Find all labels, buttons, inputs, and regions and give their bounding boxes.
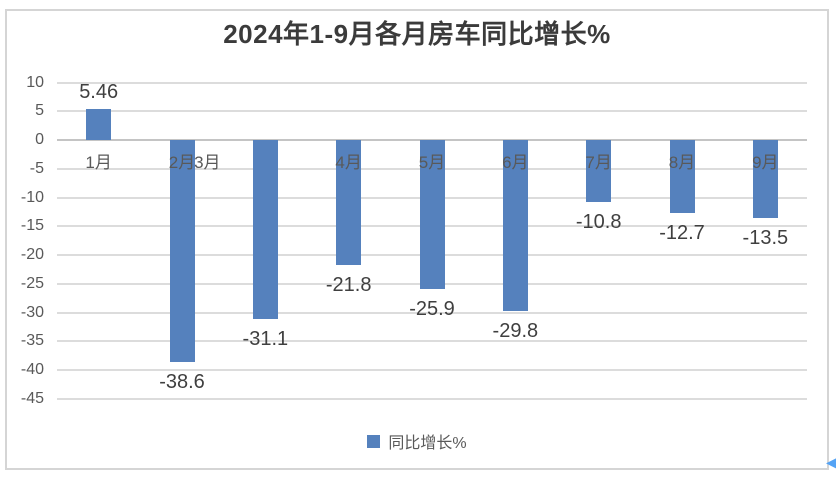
bar-data-label: -12.7 [659, 222, 705, 245]
bar [586, 140, 612, 203]
bar-data-label: -10.8 [575, 211, 622, 234]
y-axis-tick-label: -20 [20, 246, 44, 263]
gridline [57, 369, 807, 371]
x-axis-category-label: 4月 [335, 153, 362, 172]
legend-marker-icon [367, 434, 381, 448]
y-axis-tick-label: -45 [20, 389, 44, 407]
x-axis-category-label: 9月 [752, 153, 779, 172]
y-axis-tick-label: -40 [20, 361, 44, 378]
bar [336, 140, 362, 266]
y-axis-tick-label: 5 [35, 102, 44, 120]
bar [752, 140, 778, 218]
y-axis-tick-label: -15 [20, 217, 44, 235]
y-axis-tick-label: -25 [20, 274, 44, 292]
chart-frame [5, 9, 829, 470]
x-axis-category-label: 7月 [585, 153, 612, 172]
bar [169, 140, 195, 362]
gridline [57, 110, 807, 113]
bar [669, 140, 695, 214]
x-axis-category-label: 1月 [85, 153, 112, 172]
bar-data-label: -31.1 [242, 327, 289, 350]
x-axis-category-label: 5月 [418, 153, 446, 172]
bar-data-label: -25.9 [409, 297, 455, 320]
y-axis-tick-label: -35 [20, 332, 44, 350]
x-axis-category-label: 2月 [168, 153, 196, 172]
chart-title: 2024年1-9月各月房车同比增长% [223, 19, 611, 49]
gridline [57, 340, 807, 343]
y-axis-tick-label: -5 [29, 159, 44, 177]
x-axis-category-label: 3月 [194, 153, 221, 172]
x-axis-category-label: 6月 [502, 153, 529, 172]
bar-data-label: 5.46 [79, 80, 119, 103]
bar [86, 108, 112, 140]
bar-data-label: -21.8 [325, 274, 372, 297]
bar-data-label: -13.5 [742, 226, 789, 249]
y-axis-tick-label: 10 [26, 73, 44, 91]
bar [502, 140, 528, 312]
y-axis-tick-label: -30 [20, 303, 44, 321]
legend: 同比增长% [5, 431, 829, 452]
gridline [57, 397, 807, 400]
bar [252, 140, 278, 319]
y-axis-tick-label: 0 [35, 131, 44, 148]
bar-data-label: -29.8 [492, 320, 539, 343]
x-axis-category-label: 8月 [668, 153, 696, 172]
y-axis-tick-label: -10 [20, 188, 44, 206]
scroll-left-arrow-icon[interactable]: ◀ [826, 454, 836, 470]
bar [419, 140, 445, 289]
gridline [57, 81, 807, 84]
legend-series-label: 同比增长% [388, 435, 467, 452]
bar-data-label: -38.6 [159, 370, 205, 393]
gridline [57, 311, 807, 314]
